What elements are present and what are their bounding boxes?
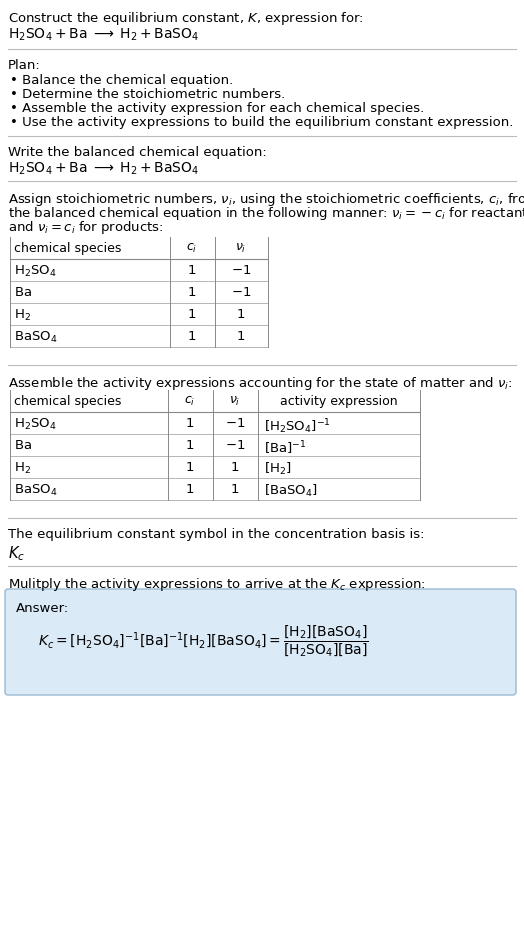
Text: $-1$: $-1$	[231, 286, 251, 299]
Text: $\mathrm{H_2}$: $\mathrm{H_2}$	[14, 308, 31, 323]
Text: • Assemble the activity expression for each chemical species.: • Assemble the activity expression for e…	[10, 102, 424, 115]
Text: Assemble the activity expressions accounting for the state of matter and $\nu_i$: Assemble the activity expressions accoun…	[8, 375, 512, 392]
Text: • Determine the stoichiometric numbers.: • Determine the stoichiometric numbers.	[10, 88, 285, 101]
Text: 1: 1	[185, 461, 194, 474]
Text: the balanced chemical equation in the following manner: $\nu_i = -c_i$ for react: the balanced chemical equation in the fo…	[8, 205, 524, 222]
Text: $c_i$: $c_i$	[184, 395, 195, 408]
Text: $[\mathrm{H_2SO_4}]^{-1}$: $[\mathrm{H_2SO_4}]^{-1}$	[264, 417, 331, 436]
Text: 1: 1	[185, 439, 194, 452]
Text: $\mathrm{Ba}$: $\mathrm{Ba}$	[14, 286, 32, 299]
Text: $\mathrm{BaSO_4}$: $\mathrm{BaSO_4}$	[14, 483, 58, 498]
Text: Mulitply the activity expressions to arrive at the $K_c$ expression:: Mulitply the activity expressions to arr…	[8, 576, 426, 593]
Text: $\mathrm{H_2SO_4 + Ba \;\longrightarrow\; H_2 + BaSO_4}$: $\mathrm{H_2SO_4 + Ba \;\longrightarrow\…	[8, 161, 199, 177]
Text: $1$: $1$	[231, 483, 239, 496]
Text: Assign stoichiometric numbers, $\nu_i$, using the stoichiometric coefficients, $: Assign stoichiometric numbers, $\nu_i$, …	[8, 191, 524, 208]
Text: $c_i$: $c_i$	[187, 242, 198, 255]
Text: $\nu_i$: $\nu_i$	[230, 395, 241, 408]
Text: • Use the activity expressions to build the equilibrium constant expression.: • Use the activity expressions to build …	[10, 116, 514, 129]
Text: 1: 1	[188, 286, 196, 299]
Text: Plan:: Plan:	[8, 59, 41, 72]
Text: $-1$: $-1$	[225, 439, 245, 452]
Text: 1: 1	[188, 308, 196, 321]
Text: $\nu_i$: $\nu_i$	[235, 242, 247, 255]
Text: 1: 1	[188, 264, 196, 277]
Text: $-1$: $-1$	[225, 417, 245, 430]
Text: $1$: $1$	[231, 461, 239, 474]
Text: $\mathrm{BaSO_4}$: $\mathrm{BaSO_4}$	[14, 330, 58, 345]
Text: chemical species: chemical species	[14, 242, 122, 255]
Text: $[\mathrm{Ba}]^{-1}$: $[\mathrm{Ba}]^{-1}$	[264, 439, 307, 456]
Text: $[\mathrm{BaSO_4}]$: $[\mathrm{BaSO_4}]$	[264, 483, 318, 499]
Text: activity expression: activity expression	[280, 395, 398, 408]
Text: 1: 1	[185, 483, 194, 496]
Text: $1$: $1$	[236, 330, 246, 343]
Text: $\mathrm{H_2SO_4 + Ba \;\longrightarrow\; H_2 + BaSO_4}$: $\mathrm{H_2SO_4 + Ba \;\longrightarrow\…	[8, 27, 199, 44]
Text: 1: 1	[185, 417, 194, 430]
Text: $\mathrm{H_2SO_4}$: $\mathrm{H_2SO_4}$	[14, 417, 57, 432]
Text: and $\nu_i = c_i$ for products:: and $\nu_i = c_i$ for products:	[8, 219, 163, 236]
Text: The equilibrium constant symbol in the concentration basis is:: The equilibrium constant symbol in the c…	[8, 528, 424, 541]
Text: 1: 1	[188, 330, 196, 343]
Text: $[\mathrm{H_2}]$: $[\mathrm{H_2}]$	[264, 461, 292, 477]
Text: $\mathrm{H_2}$: $\mathrm{H_2}$	[14, 461, 31, 476]
Text: $K_c = [\mathrm{H_2SO_4}]^{-1}[\mathrm{Ba}]^{-1}[\mathrm{H_2}][\mathrm{BaSO_4}] : $K_c = [\mathrm{H_2SO_4}]^{-1}[\mathrm{B…	[38, 624, 368, 660]
Text: $\mathrm{H_2SO_4}$: $\mathrm{H_2SO_4}$	[14, 264, 57, 279]
FancyBboxPatch shape	[5, 589, 516, 695]
Text: Answer:: Answer:	[16, 602, 69, 615]
Text: $-1$: $-1$	[231, 264, 251, 277]
Text: $1$: $1$	[236, 308, 246, 321]
Text: chemical species: chemical species	[14, 395, 122, 408]
Text: $\mathrm{Ba}$: $\mathrm{Ba}$	[14, 439, 32, 452]
Text: • Balance the chemical equation.: • Balance the chemical equation.	[10, 74, 233, 87]
Text: Construct the equilibrium constant, $K$, expression for:: Construct the equilibrium constant, $K$,…	[8, 10, 364, 27]
Text: $K_c$: $K_c$	[8, 544, 25, 563]
Text: Write the balanced chemical equation:: Write the balanced chemical equation:	[8, 146, 267, 159]
